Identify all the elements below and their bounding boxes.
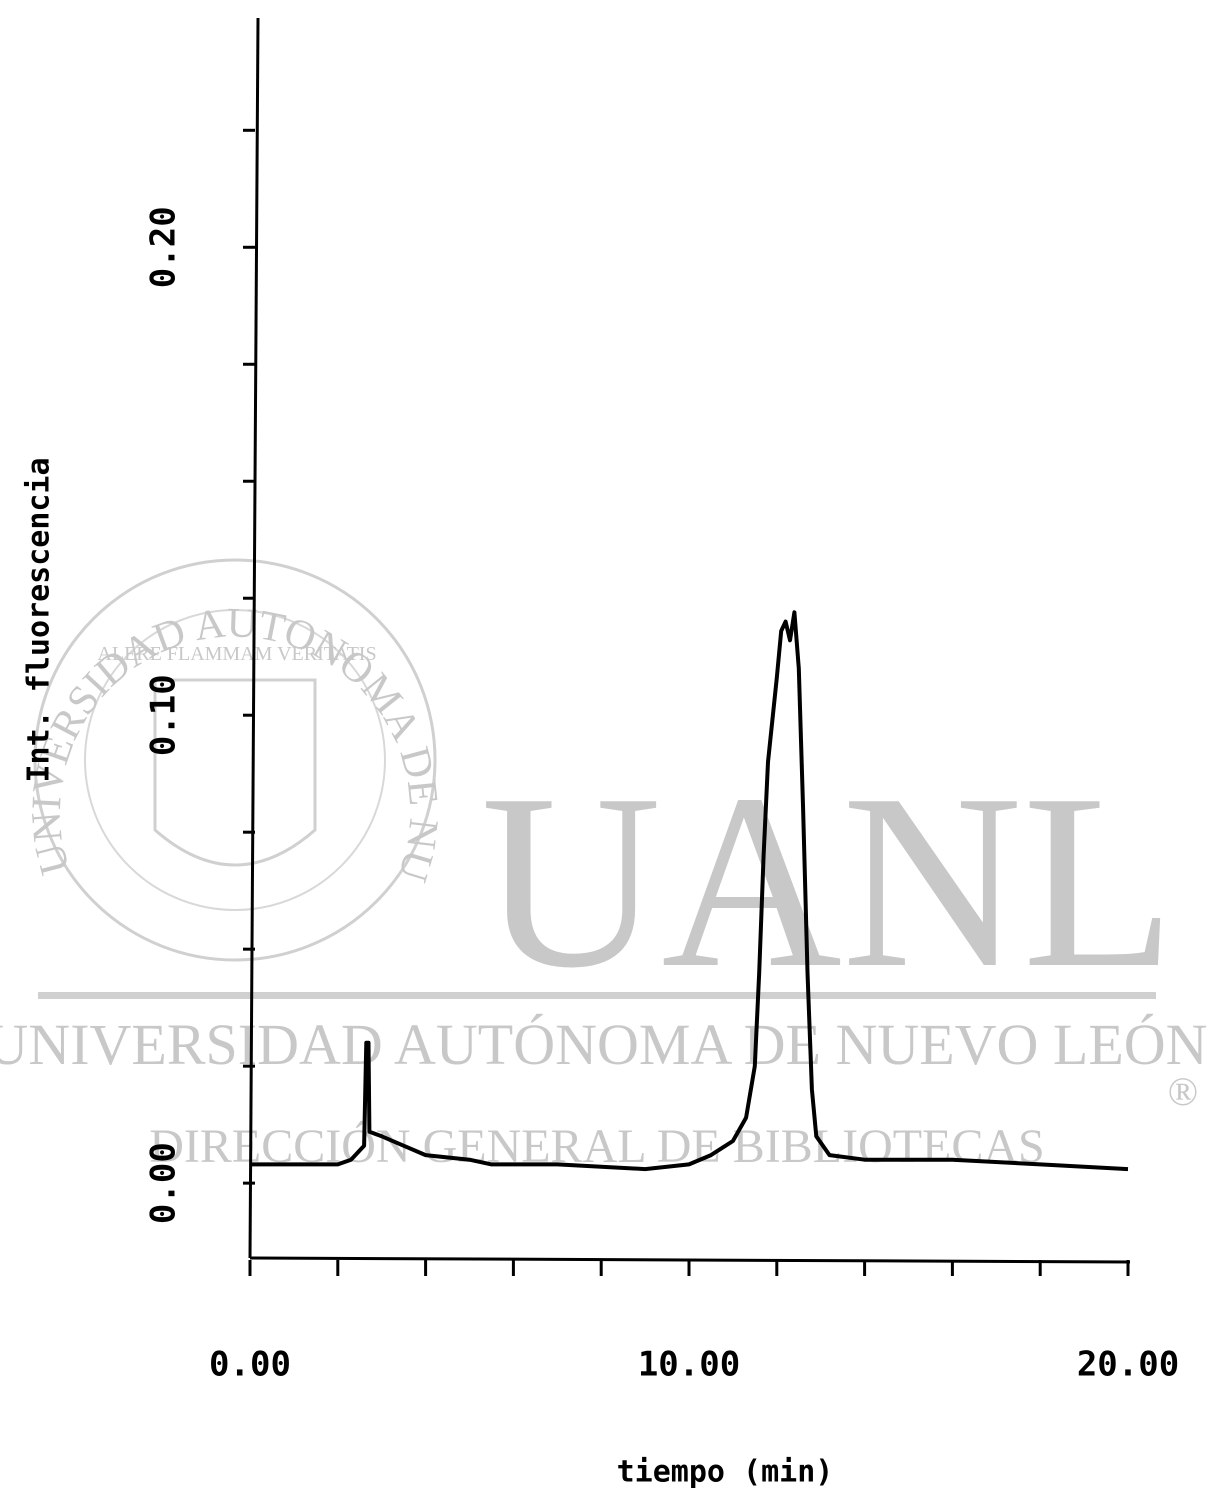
seal-ring — [33, 558, 437, 962]
logo-rule — [38, 992, 1156, 999]
x-axis-label: tiempo (min) — [617, 1455, 834, 1490]
x-tick-label: 0.00 — [209, 1345, 291, 1385]
seal-inner-ring — [84, 609, 386, 911]
x-tick-label: 20.00 — [1077, 1345, 1179, 1385]
seal-text: UNIVERSIDAD AUTONOMA DE NUEVO LEON — [0, 0, 446, 887]
watermark: UNIVERSIDAD AUTONOMA DE NUEVO LEON ALERE… — [0, 0, 1208, 1173]
y-tick-label: 0.20 — [144, 206, 184, 288]
university-name: UNIVERSIDAD AUTÓNOMA DE NUEVO LEÓN — [0, 1012, 1208, 1077]
logo: UANL — [481, 743, 1175, 1020]
registered-mark: ® — [1168, 1069, 1198, 1114]
seal-shield — [153, 678, 317, 867]
y-tick-label: 0.10 — [144, 674, 184, 756]
y-axis-label: Int. fluorescencia — [22, 457, 57, 782]
y-tick-label: 0.00 — [144, 1142, 184, 1224]
y-axis — [248, 17, 260, 1259]
line-series — [250, 610, 1129, 1172]
x-tick-label: 10.00 — [638, 1345, 740, 1385]
seal-text-path: UNIVERSIDAD AUTONOMA DE NUEVO LEON — [0, 0, 446, 887]
motto: ALERE FLAMMAM VERITATIS — [97, 643, 376, 665]
